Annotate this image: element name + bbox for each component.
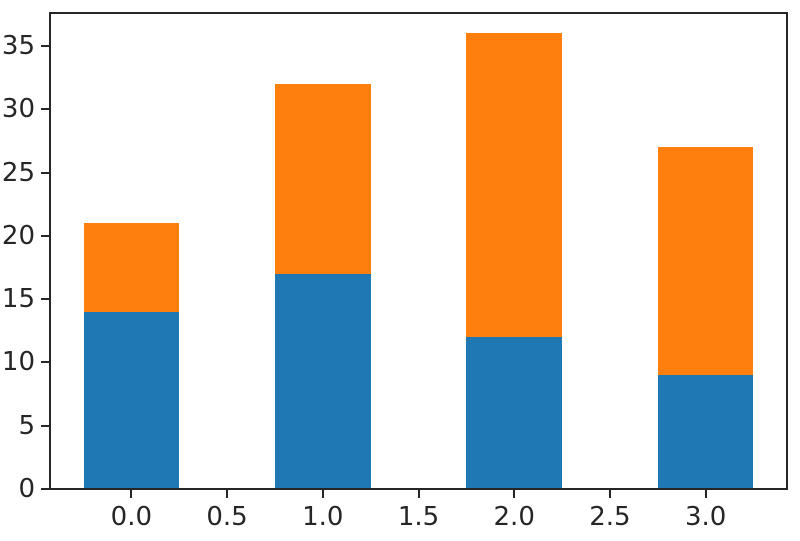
y-tick-mark <box>41 361 49 364</box>
x-tick-mark <box>321 490 324 498</box>
bar-segment-blue-bottom-series-x3 <box>657 375 754 489</box>
y-tick-label: 30 <box>1 94 35 125</box>
bar-segment-orange-top-series-x0 <box>83 223 180 312</box>
x-tick-mark <box>417 490 420 498</box>
x-tick-label: 3.0 <box>684 502 727 532</box>
x-tick-label: 2.5 <box>589 502 631 532</box>
x-tick-mark <box>130 490 133 498</box>
y-tick-mark <box>41 424 49 427</box>
y-tick-label: 10 <box>1 347 35 378</box>
x-tick-label: 2.0 <box>493 502 535 532</box>
y-tick-mark <box>41 44 49 47</box>
y-tick-mark <box>41 488 49 490</box>
x-tick-mark <box>226 490 229 498</box>
y-tick-mark <box>41 298 49 301</box>
y-tick-mark <box>41 108 49 111</box>
y-tick-mark <box>41 171 49 174</box>
bar-segment-blue-bottom-series-x2 <box>466 337 563 489</box>
bar-segment-blue-bottom-series-x1 <box>274 273 371 489</box>
x-tick-mark <box>513 490 516 498</box>
y-tick-label: 35 <box>1 30 35 61</box>
x-tick-mark <box>704 490 707 498</box>
y-tick-label: 0 <box>18 474 35 504</box>
bar-segment-orange-top-series-x1 <box>274 83 371 274</box>
y-tick-mark <box>41 234 49 237</box>
x-tick-label: 0.0 <box>110 502 153 532</box>
bar-segment-blue-bottom-series-x0 <box>83 311 180 489</box>
bar-segment-orange-top-series-x3 <box>657 147 754 376</box>
y-tick-label: 25 <box>1 157 35 188</box>
x-tick-label: 1.0 <box>302 502 344 532</box>
x-tick-label: 1.5 <box>397 502 440 532</box>
x-tick-label: 0.5 <box>206 502 248 532</box>
y-tick-label: 5 <box>18 410 35 441</box>
y-tick-label: 20 <box>1 220 35 251</box>
bar-segment-orange-top-series-x2 <box>466 33 563 338</box>
y-tick-label: 15 <box>1 284 35 315</box>
x-tick-mark <box>608 490 611 498</box>
